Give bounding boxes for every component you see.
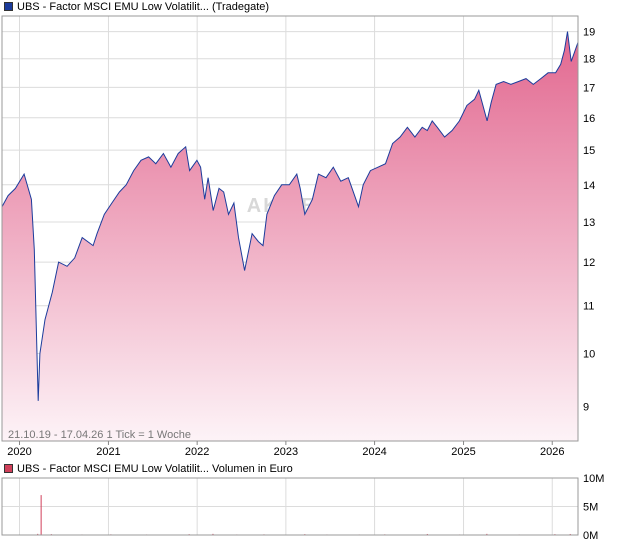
volume-y-tick-label: 10M xyxy=(583,473,604,485)
volume-legend-label: UBS - Factor MSCI EMU Low Volatilit... V… xyxy=(17,463,293,475)
x-tick-label: 2026 xyxy=(540,446,564,458)
y-tick-label: 17 xyxy=(583,82,595,94)
x-tick-label: 2022 xyxy=(185,446,209,458)
volume-bar xyxy=(569,533,571,535)
y-tick-label: 14 xyxy=(583,180,595,192)
volume-bar xyxy=(37,533,39,535)
x-tick-label: 2023 xyxy=(274,446,298,458)
volume-bar xyxy=(486,533,488,535)
price-plot-frame xyxy=(1,15,579,442)
volume-y-tick-label: 0M xyxy=(583,530,598,542)
volume-bar xyxy=(212,533,214,535)
price-legend: UBS - Factor MSCI EMU Low Volatilit... (… xyxy=(4,0,269,14)
x-axis: 2020 2021 2022 2023 2024 2025 2026 xyxy=(7,441,564,458)
x-tick-label: 2024 xyxy=(362,446,386,458)
volume-bar xyxy=(40,495,42,535)
y-tick-label: 15 xyxy=(583,145,595,157)
y-tick-label: 10 xyxy=(583,349,595,361)
volume-y-tick-label: 5M xyxy=(583,502,598,514)
y-tick-label: 11 xyxy=(583,301,594,313)
y-tick-label: 18 xyxy=(583,54,595,66)
x-tick-label: 2020 xyxy=(7,446,31,458)
y-tick-label: 12 xyxy=(583,257,595,269)
y-tick-label: 19 xyxy=(583,27,595,39)
x-tick-label: 2021 xyxy=(96,446,120,458)
price-area xyxy=(2,31,578,441)
volume-legend-swatch xyxy=(4,464,13,473)
y-tick-label: 9 xyxy=(583,401,589,413)
y-tick-label: 13 xyxy=(583,217,595,229)
price-legend-swatch xyxy=(4,2,13,11)
price-legend-label: UBS - Factor MSCI EMU Low Volatilit... (… xyxy=(17,1,270,13)
volume-legend: UBS - Factor MSCI EMU Low Volatilit... V… xyxy=(4,462,293,476)
volume-bar xyxy=(426,533,428,535)
info-text: 21.10.19 - 17.04.26 1 Tick = 1 Woche xyxy=(8,429,191,441)
volume-y-axis: 0M 5M 10M xyxy=(583,473,604,542)
y-tick-label: 16 xyxy=(583,113,595,125)
volume-plot-frame xyxy=(1,477,579,536)
volume-bars xyxy=(37,495,571,535)
x-tick-label: 2025 xyxy=(451,446,475,458)
price-y-axis: 9 10 11 12 13 14 15 16 17 18 19 xyxy=(583,27,595,414)
price-line xyxy=(1,31,579,401)
volume-grid xyxy=(2,477,578,536)
